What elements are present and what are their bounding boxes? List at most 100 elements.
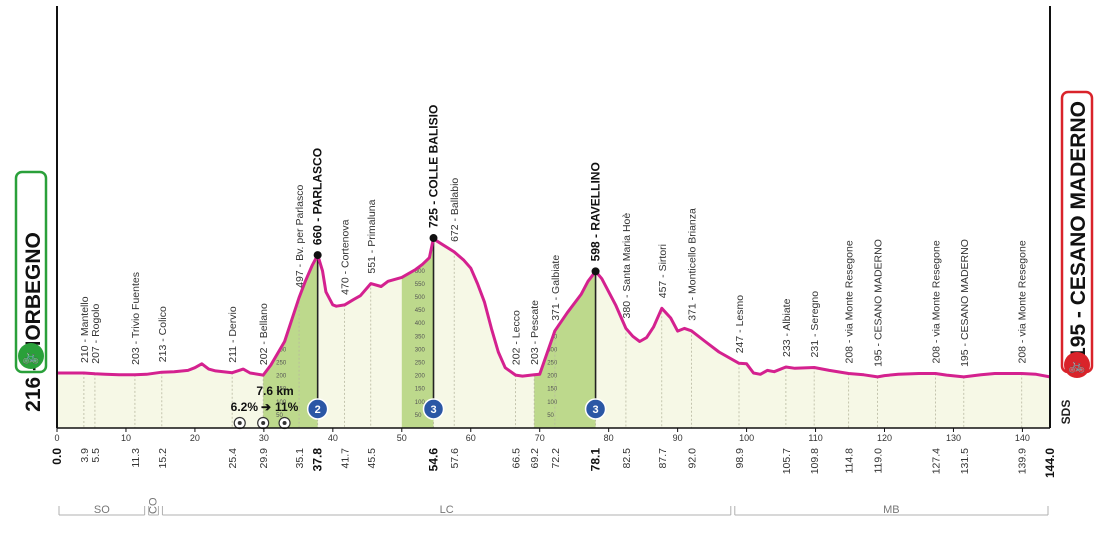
location-label-8: 470 - Cortenova (340, 219, 352, 294)
location-label-0: 210 - Mantello (79, 296, 91, 363)
altitude-tick-label: 350 (415, 334, 426, 340)
mountain-category-badge-0 (306, 398, 329, 420)
altitude-tick-label: 50 (415, 413, 422, 419)
altitude-tick-label: 50 (547, 413, 554, 419)
altitude-tick-label: 150 (276, 387, 287, 393)
location-distance: 82.5 (621, 448, 633, 469)
x-tick-label: 120 (877, 433, 892, 443)
location-distance: 87.7 (657, 448, 669, 469)
profile-line-layer: 2 3 3 (57, 234, 1051, 430)
location-distance: 54.6 (427, 448, 441, 472)
location-distance: 11.3 (130, 448, 142, 468)
location-label-4: 211 - Dervio (227, 306, 239, 363)
distance-axis-layer: 0 10 20 30 40 50 60 70 80 90 100 110 120 130 140 (54, 6, 1051, 443)
location-distance: 15.2 (157, 448, 169, 469)
altitude-tick-label: 200 (276, 374, 287, 380)
location-distance: 3.9 (79, 448, 91, 463)
finish-label: 195 - CESANO MADERNO (1067, 101, 1090, 359)
location-label-3: 213 - Colico (157, 306, 169, 362)
location-label-24: 208 - via Monte Resegone (931, 240, 943, 363)
mountain-category-number: 3 (430, 404, 436, 416)
mountain-category-number: 2 (315, 404, 321, 416)
location-label-7: 660 - PARLASCO (311, 148, 325, 245)
altitude-tick-label: 100 (415, 400, 426, 406)
altitude-tick-label: 300 (415, 347, 426, 353)
location-label-11: 672 - Ballabio (449, 178, 461, 242)
x-tick-label: 80 (604, 433, 614, 443)
location-distance: 119.0 (873, 448, 885, 474)
location-distance: 72.2 (550, 448, 562, 469)
location-label-1: 207 - Rogolo (90, 303, 102, 363)
bike-icon-start-glyph: 🚲 (22, 348, 39, 365)
x-tick-label: 40 (328, 433, 338, 443)
altitude-tick-label: 450 (276, 308, 287, 314)
location-label-15: 598 - RAVELLINO (589, 162, 603, 261)
summit-point-2 (591, 267, 600, 276)
altitude-tick-label: 500 (276, 295, 287, 301)
altitude-tick-label: 150 (547, 387, 558, 393)
x-tick-label: 50 (397, 433, 407, 443)
climb-info: 7.6 km 6.2% ➔ 11% (231, 384, 299, 414)
location-distance: 57.6 (449, 448, 461, 469)
location-label-21: 231 - Seregno (809, 291, 821, 358)
location-distance: 109.8 (809, 448, 821, 474)
location-label-19: 247 - Lesmo (734, 295, 746, 354)
mountain-category-number: 3 (593, 404, 599, 416)
location-distance: 92.0 (686, 448, 698, 469)
location-label-2: 203 - Trivio Fuentes (130, 272, 142, 365)
arrow-right-icon: ➔ (261, 400, 271, 414)
altitude-tick-label: 600 (415, 269, 426, 275)
start-label-box (14, 170, 48, 374)
x-tick-label: 10 (121, 433, 131, 443)
altitude-tick-label: 700 (415, 243, 426, 249)
location-label-10: 725 - COLLE BALISIO (427, 105, 441, 228)
start-distance: 0.0 (50, 448, 64, 465)
location-label-20: 233 - Albiate (781, 298, 793, 357)
bike-icon-finish-glyph: 🚲 (1068, 357, 1085, 374)
location-distance-layer: 0.0 3.9 5.5 11.3 15.2 25.4 29.9 35.1 37.8 41.7 45.… (50, 448, 1057, 478)
location-distance: 105.7 (781, 448, 793, 474)
altitude-tick-label: 400 (415, 321, 426, 327)
mountain-category-badge-1 (422, 398, 445, 420)
sprint-icon-dot-0 (237, 421, 242, 425)
location-label-22: 208 - via Monte Resegone (844, 240, 856, 363)
location-label-17: 457 - Sirtori (657, 244, 669, 298)
location-labels-layer: 210 - Mantello 207 - Rogolo 203 - Trivio F… (79, 105, 1029, 367)
location-distance: 78.1 (589, 448, 603, 472)
altitude-tick-label: 250 (415, 361, 426, 367)
location-distance: 5.5 (90, 448, 102, 463)
profile-line (57, 236, 1051, 379)
altitude-tick-label: 700 (547, 243, 558, 249)
brand-logo: SDS (1059, 400, 1073, 425)
region-bar-layer: SO CO LC MB (58, 497, 1049, 516)
climb-length: 7.6 km (256, 384, 293, 398)
summit-point-1 (429, 234, 438, 243)
altitude-tick-label: 300 (276, 347, 287, 353)
bike-icon-start (18, 343, 44, 369)
location-distance: 35.1 (294, 448, 306, 469)
altitude-tick-label: 250 (276, 361, 287, 367)
location-distance: 69.2 (529, 448, 541, 469)
location-label-12: 202 - Lecco (511, 310, 523, 365)
location-distance: 114.8 (844, 448, 856, 474)
x-tick-label: 100 (739, 433, 754, 443)
location-label-16: 380 - Santa Maria Hoè (621, 213, 633, 319)
location-label-6: 497 - Bv. per Parlasco (294, 185, 306, 288)
region-label-1: CO (148, 497, 160, 514)
altitude-tick-label: 650 (415, 256, 426, 262)
altitude-tick-label: 550 (415, 282, 426, 288)
mountain-category-badge-2 (584, 398, 607, 420)
altitude-tick-label: 600 (276, 269, 287, 275)
climb-grade-to: 11% (275, 400, 299, 414)
x-tick-label: 110 (808, 433, 822, 443)
climb-grade-from: 6.2% (231, 400, 259, 414)
location-distance: 45.5 (366, 448, 378, 469)
summit-point-0 (313, 251, 322, 260)
altitude-tick-label: 700 (276, 243, 287, 249)
altitude-tick-label: 50 (276, 413, 283, 419)
finish-distance: 144.0 (1043, 448, 1057, 478)
start-label: 216 - MORBEGNO (22, 232, 45, 412)
altitude-tick-label: 500 (415, 295, 426, 301)
altitude-tick-label: 200 (415, 374, 426, 380)
